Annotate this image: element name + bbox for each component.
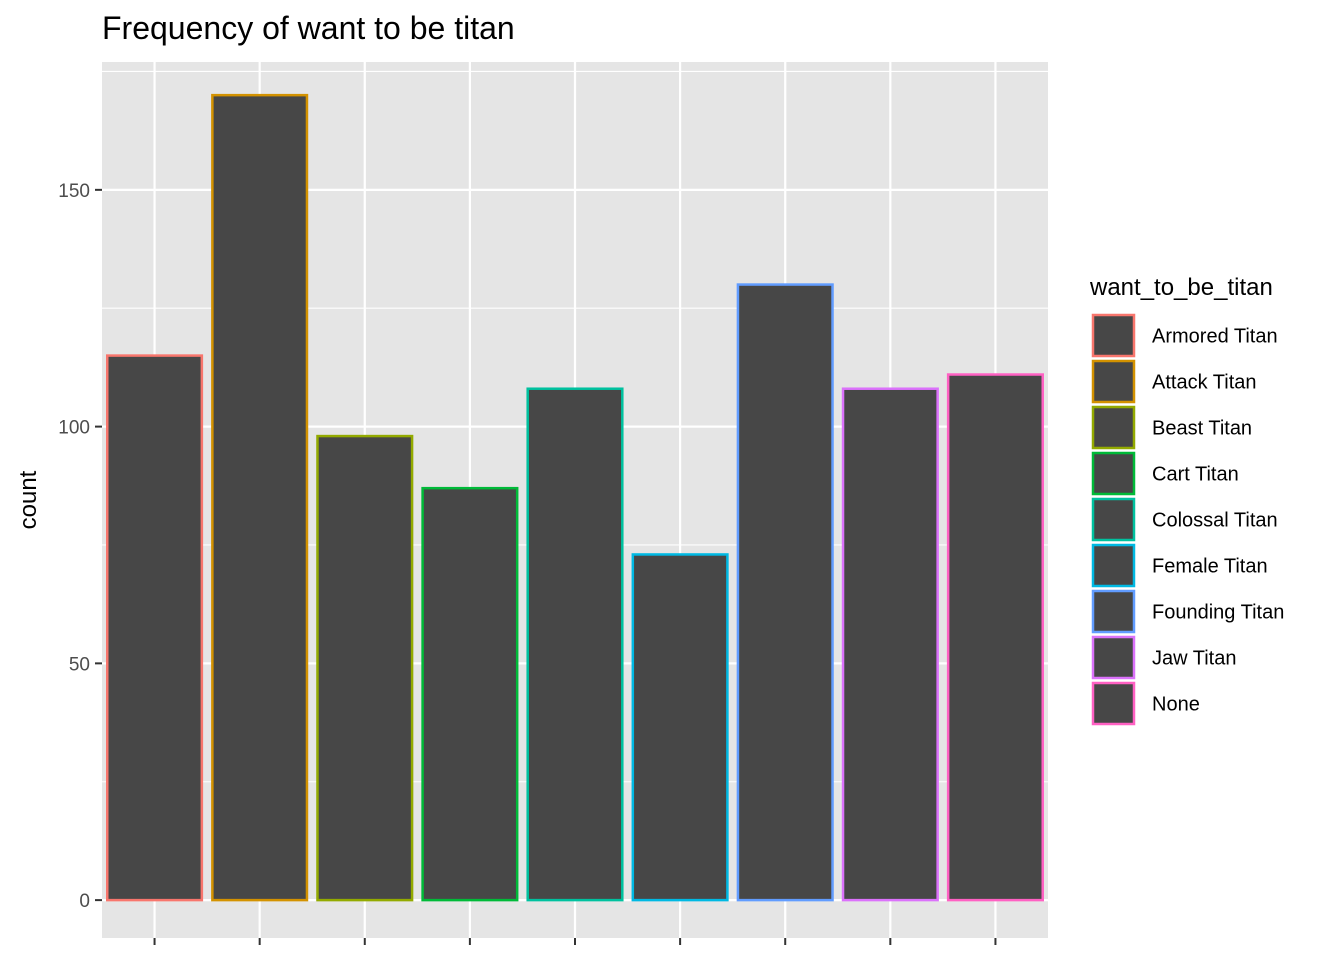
x-axis: [153, 938, 997, 945]
legend-key-1: [1091, 359, 1136, 404]
legend-key-4: [1091, 497, 1136, 542]
y-axis: 0 50 100 150: [58, 181, 102, 912]
y-tick-label-1: 50: [69, 654, 90, 675]
legend-key-3: [1091, 451, 1136, 496]
bar-5: [631, 553, 729, 902]
legend-label-4: Colossal Titan: [1152, 510, 1278, 532]
legend-key-6: [1091, 589, 1136, 634]
legend-label-8: None: [1152, 694, 1200, 716]
bar-4: [526, 387, 624, 902]
legend-label-0: Armored Titan: [1152, 326, 1278, 348]
legend-title: want_to_be_titan: [1089, 274, 1273, 301]
bars: [106, 93, 1044, 902]
legend-label-6: Founding Titan: [1152, 602, 1284, 624]
bar-6: [736, 283, 834, 902]
legend-key-8: [1091, 681, 1136, 726]
bar-3: [421, 486, 519, 902]
legend: Armored Titan Attack Titan Beast Titan Cart…: [1091, 313, 1284, 726]
legend-key-5: [1091, 543, 1136, 588]
legend-label-7: Jaw Titan: [1152, 648, 1236, 670]
legend-key-0: [1091, 313, 1136, 358]
legend-label-3: Cart Titan: [1152, 464, 1239, 486]
y-tick-label-3: 150: [58, 181, 90, 202]
y-tick-label-0: 0: [79, 891, 90, 912]
legend-label-5: Female Titan: [1152, 556, 1268, 578]
bar-1: [211, 93, 309, 902]
legend-key-2: [1091, 405, 1136, 450]
legend-label-1: Attack Titan: [1152, 372, 1257, 394]
y-tick-label-2: 100: [58, 418, 90, 439]
legend-key-7: [1091, 635, 1136, 680]
bar-0: [106, 354, 204, 902]
chart-title: Frequency of want to be titan: [102, 10, 515, 46]
y-axis-label: count: [15, 470, 42, 529]
bar-8: [946, 373, 1044, 902]
legend-label-2: Beast Titan: [1152, 418, 1252, 440]
bar-7: [841, 387, 939, 902]
bar-2: [316, 434, 414, 902]
